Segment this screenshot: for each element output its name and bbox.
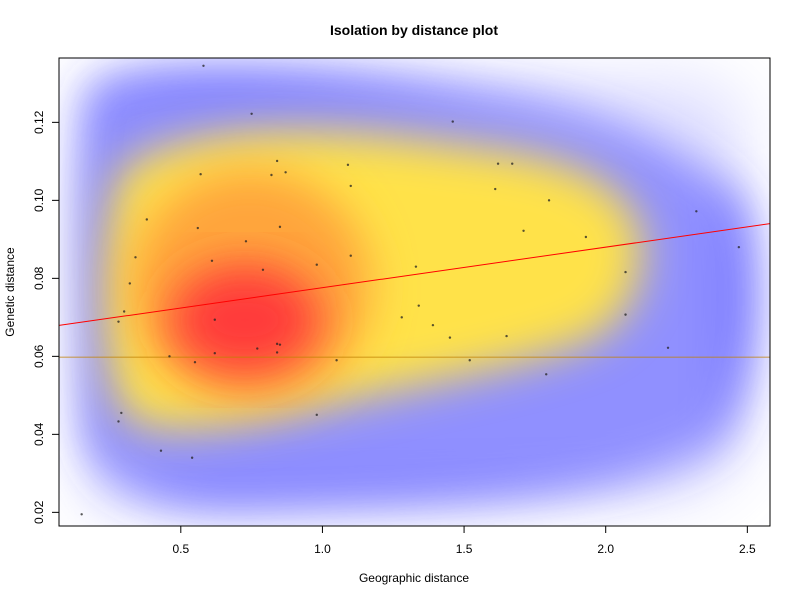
x-tick-label: 2.5 xyxy=(739,542,756,556)
data-point xyxy=(494,187,497,191)
data-point xyxy=(737,245,741,249)
y-tick-label: 0.04 xyxy=(32,422,46,446)
data-point xyxy=(451,120,454,123)
data-point xyxy=(315,263,318,266)
chart-title: Isolation by distance plot xyxy=(330,22,498,38)
data-point xyxy=(511,162,514,165)
y-axis-label: Genetic distance xyxy=(3,247,17,337)
data-point xyxy=(80,513,83,516)
data-point xyxy=(695,210,698,213)
data-point xyxy=(448,336,452,339)
data-point xyxy=(270,173,273,177)
data-point xyxy=(400,316,403,319)
data-point xyxy=(250,112,253,115)
data-point xyxy=(117,320,120,323)
data-point xyxy=(213,352,216,355)
data-point xyxy=(122,310,126,313)
y-tick-label: 0.06 xyxy=(32,344,46,368)
data-point xyxy=(256,347,259,350)
y-axis: 0.02 0.04 0.06 0.08 0.10 0.12 xyxy=(32,110,60,524)
data-point xyxy=(522,229,525,232)
x-tick-label: 1.0 xyxy=(314,542,331,556)
data-point xyxy=(346,163,350,167)
x-tick-label: 2.0 xyxy=(597,542,614,556)
data-point xyxy=(584,235,588,239)
data-point xyxy=(193,361,197,364)
data-point xyxy=(261,268,265,271)
data-point xyxy=(134,256,137,259)
data-point xyxy=(210,259,214,262)
data-point xyxy=(349,184,352,188)
data-point xyxy=(190,456,194,459)
data-point xyxy=(213,318,216,321)
x-tick-label: 1.5 xyxy=(456,542,473,556)
data-point xyxy=(202,64,205,68)
x-axis-label: Geographic distance xyxy=(359,571,469,585)
data-point xyxy=(278,225,282,229)
data-point xyxy=(496,162,500,165)
data-point xyxy=(417,304,420,307)
data-point xyxy=(315,413,318,417)
data-point xyxy=(468,359,471,362)
density-red-peak xyxy=(170,265,320,375)
data-point xyxy=(624,270,627,274)
data-point xyxy=(278,343,282,346)
data-points xyxy=(80,64,741,516)
x-tick-label: 0.5 xyxy=(172,542,189,556)
density-background xyxy=(84,71,754,510)
data-point xyxy=(196,226,200,230)
data-point xyxy=(349,254,352,257)
data-point xyxy=(414,265,418,268)
data-point xyxy=(545,373,548,376)
data-point xyxy=(168,355,171,358)
data-point xyxy=(145,218,149,221)
data-point xyxy=(275,342,279,346)
data-point xyxy=(244,240,248,243)
data-point xyxy=(199,173,202,176)
y-tick-label: 0.02 xyxy=(32,500,46,524)
data-point xyxy=(431,323,435,327)
data-point xyxy=(505,334,508,338)
data-point xyxy=(666,346,670,349)
data-point xyxy=(335,359,338,362)
regression-line xyxy=(59,223,770,326)
data-point xyxy=(275,351,279,354)
data-point xyxy=(624,313,627,316)
data-point xyxy=(275,159,279,163)
data-point xyxy=(284,171,287,174)
y-tick-label: 0.12 xyxy=(32,110,46,134)
data-point xyxy=(128,282,132,285)
y-tick-label: 0.10 xyxy=(32,188,46,212)
data-point xyxy=(547,199,551,202)
data-point xyxy=(159,449,163,452)
data-point xyxy=(120,411,123,415)
y-tick-label: 0.08 xyxy=(32,266,46,290)
x-axis: 0.5 1.0 1.5 2.0 2.5 xyxy=(172,525,756,556)
data-point xyxy=(117,420,120,423)
